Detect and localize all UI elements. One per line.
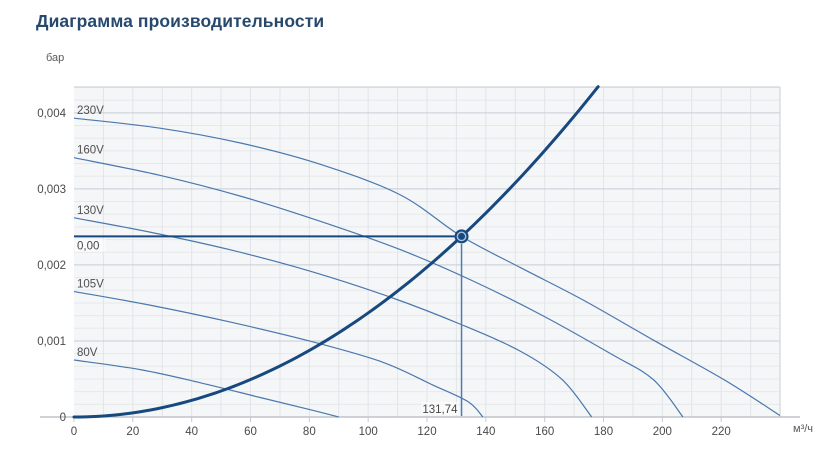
x-axis-tick-label: 200 [653, 426, 672, 438]
fan-curve-label-105v: 105V [77, 279, 104, 291]
x-axis-tick-label: 100 [359, 426, 378, 438]
operating-point-marker-ring [456, 231, 467, 242]
y-axis-tick-label: 0,003 [37, 184, 66, 196]
page-title: Диаграмма производительности [36, 11, 325, 31]
y-axis-tick-label: 0 [60, 412, 66, 424]
fan-curve-label-160v: 160V [77, 145, 104, 157]
fan-curve-label-230v: 230V [77, 105, 104, 117]
x-axis-tick-label: 160 [535, 426, 554, 438]
flow-label-bg [421, 402, 459, 415]
x-axis-tick-label: 60 [244, 426, 257, 438]
x-axis-tick-label: 140 [476, 426, 495, 438]
operating-flow-label: 131,74 [422, 404, 458, 416]
fan-curve-160v [73, 157, 684, 418]
x-axis-tick-label: 20 [126, 426, 139, 438]
x-axis-tick-label: 220 [712, 426, 731, 438]
x-axis-tick-label: 0 [71, 426, 77, 438]
x-axis-tick-label: 40 [185, 426, 198, 438]
fan-curve-label-130v: 130V [77, 205, 104, 217]
fan-curve-105v [73, 290, 484, 418]
x-axis-tick-label: 120 [417, 426, 436, 438]
x-axis-tick-label: 80 [303, 426, 316, 438]
pressure-label-bg [74, 238, 106, 252]
operating-pressure-label: 0,00 [77, 240, 99, 252]
system-resistance-curve [72, 85, 600, 419]
operating-point-marker [454, 229, 469, 244]
y-axis-tick-label: 0,001 [37, 336, 66, 348]
y-axis-tick-label: 0,002 [37, 260, 66, 272]
fan-curve-label-80v: 80V [77, 347, 98, 359]
x-axis-unit-label: м³/ч [793, 423, 814, 435]
y-axis-unit-label: бар [46, 52, 65, 64]
y-axis-tick-label: 0,004 [37, 108, 66, 120]
x-axis-tick-label: 180 [594, 426, 613, 438]
